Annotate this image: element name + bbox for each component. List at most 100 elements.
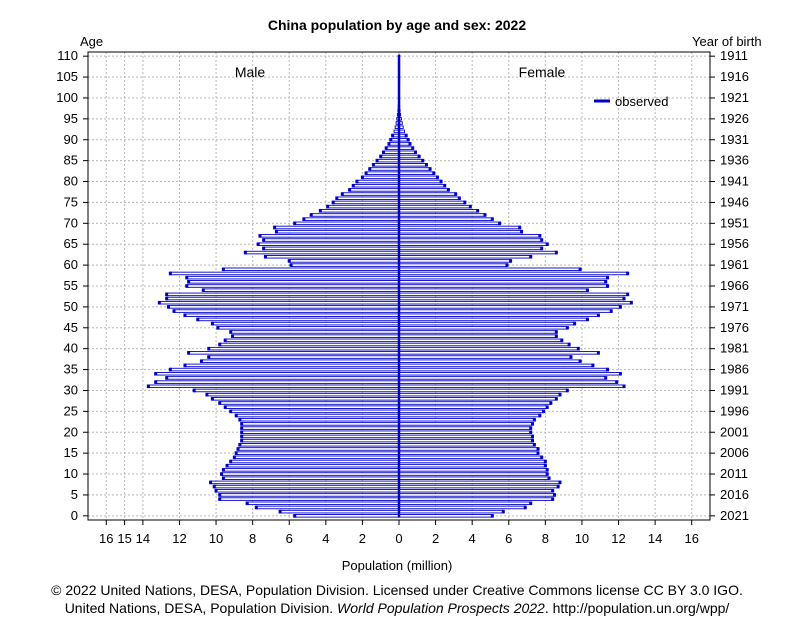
male-bar-cap [245,501,249,506]
male-bar [208,355,400,359]
male-bar-cap [221,468,225,472]
female-bar [398,275,609,280]
year-tick-label: 2006 [720,445,749,460]
male-bar-cap [201,288,205,292]
male-bar-cap [218,401,222,405]
female-bar-cap [596,313,600,318]
male-bar [237,447,400,451]
male-bar-cap [234,413,238,418]
female-bar [398,167,431,171]
female-bar-cap [549,401,553,405]
male-bar-cap [183,363,187,368]
x-tick-label: 16 [99,531,113,546]
female-bar [398,146,414,150]
female-bar [398,175,438,180]
age-tick-label: 85 [64,153,78,168]
male-bar [219,497,400,501]
female-bar-cap [622,384,626,389]
female-bar [398,192,457,196]
female-bar [398,443,535,447]
female-bar [398,188,449,192]
female-bar-cap [529,501,533,506]
female-bar [398,183,446,188]
male-bar-cap [154,371,158,376]
male-bar-cap [331,200,335,205]
female-bar [398,217,493,221]
bars [146,54,633,518]
female-bar-cap [585,317,589,322]
male-bar [219,342,400,347]
male-bar-cap [210,397,214,401]
male-bar-cap [368,167,372,171]
female-bar-cap [629,300,633,305]
female-bar-cap [435,175,439,180]
male-bar-cap [165,376,169,380]
footer-citation: United Nations, DESA, Population Divisio… [0,600,794,616]
female-bar-cap [536,451,540,455]
male-bar-cap [220,472,224,476]
female-bar [398,288,588,292]
male-bar [241,434,400,439]
female-bar [398,163,427,167]
female-bar [398,422,533,426]
male-bar-cap [243,250,247,255]
male-bar-cap [381,150,385,155]
male-bar-cap [168,271,172,276]
female-bar [398,234,541,238]
male-bar-cap [287,259,291,263]
age-tick-label: 70 [64,215,78,230]
male-bar-cap [185,275,189,280]
year-tick-label: 1971 [720,299,749,314]
male-bar-cap [166,305,170,309]
y-axis-left-title: Age [80,34,103,49]
male-bar [166,292,400,297]
female-bar-cap [446,188,450,192]
female-bar-cap [554,397,558,401]
footer-citation-title: World Population Prospects 2022 [337,600,545,616]
male-bar [244,250,400,255]
female-bar-cap [585,288,589,292]
age-tick-label: 5 [71,487,78,502]
male-bar-cap [187,280,191,284]
female-bar [398,438,533,443]
male-bar [230,409,400,414]
female-bar-cap [604,280,608,284]
x-tick-label: 10 [575,531,589,546]
female-bar-cap [424,163,428,167]
female-bar [398,405,548,409]
female-bar [398,351,599,355]
female-bar [398,501,532,506]
female-bar [398,497,554,501]
female-bar-cap [545,242,549,247]
male-bar-cap [223,338,227,343]
male-bar-cap [199,359,203,364]
male-bar [184,313,400,317]
x-tick-label: 10 [209,531,223,546]
legend-label: observed [615,94,668,109]
female-bar-cap [547,476,551,481]
female-bar-cap [536,447,540,451]
female-bar [398,292,629,297]
female-bar-cap [551,497,555,501]
age-tick-label: 105 [56,69,78,84]
female-bar [398,384,625,389]
female-bar-cap [538,413,542,418]
female-bar-cap [554,250,558,255]
female-bar [398,401,552,405]
male-bar [230,459,400,464]
x-tick-label: 2 [432,531,439,546]
male-bar [290,263,400,267]
year-tick-label: 1976 [720,320,749,335]
male-bar [222,468,400,472]
female-label: Female [519,64,566,80]
female-bar [398,417,535,422]
male-bar-cap [207,346,211,351]
year-tick-label: 1991 [720,382,749,397]
female-bar-cap [578,267,582,272]
male-bar [288,259,400,263]
male-bar [241,426,400,430]
female-bar [398,342,570,347]
male-bar-cap [351,183,355,188]
year-tick-label: 2021 [720,508,749,523]
